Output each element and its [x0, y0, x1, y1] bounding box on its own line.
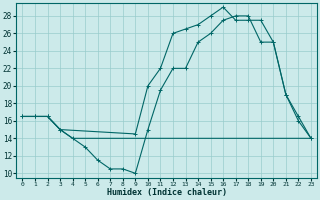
X-axis label: Humidex (Indice chaleur): Humidex (Indice chaleur) — [107, 188, 227, 197]
